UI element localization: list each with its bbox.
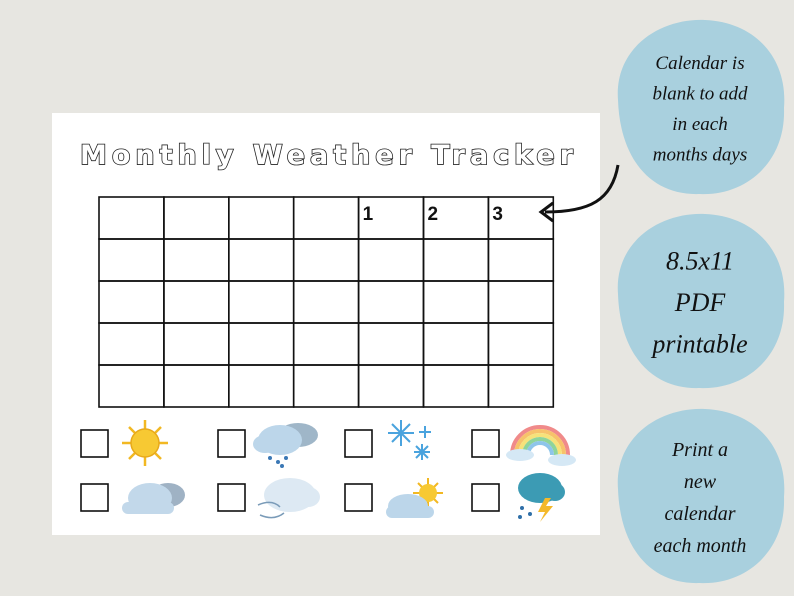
badge: 8.5x11 PDF printable [617,213,785,389]
badge: Print a new calendar each month [617,408,785,584]
partly-sunny-icon [386,478,443,518]
badge-text: calendar [664,503,735,525]
badge-text: blank to add [653,83,748,104]
checkbox [80,483,109,512]
checkbox [217,483,246,512]
badge-blob [617,19,785,195]
badges: Calendar is blank to add in each months day… [617,19,785,584]
rainbow-icon [506,425,576,466]
badge-text: in each [672,114,727,135]
calendar-cell [487,364,555,408]
badge-text: Print a [671,439,728,461]
day-number: 3 [492,204,503,225]
badge-blob [617,213,785,389]
tracker-title: Monthly Weather Tracker [80,140,574,171]
cloud-icon [122,483,185,514]
sun-icon [122,420,168,466]
storm-icon [518,473,565,522]
badge-text: printable [650,330,747,359]
badge-text: new [684,471,717,493]
checkbox [344,429,373,458]
badge-text: months days [653,144,747,165]
day-number: 1 [363,204,374,225]
snow-icon [388,420,431,460]
weather-legend [80,420,576,522]
badge-blob [617,408,785,584]
badge-text: each month [654,535,747,557]
tracker-sheet [52,113,600,535]
badge-text: Calendar is [655,53,744,74]
badge: Calendar is blank to add in each months day… [617,19,785,195]
arrow [544,164,620,214]
wind-icon [257,478,320,519]
rain-icon [253,423,318,468]
badge-text: PDF [674,288,727,317]
checkbox [471,483,500,512]
checkbox [344,483,373,512]
checkbox [217,429,246,458]
arrow-head [538,201,554,223]
checkbox [471,429,500,458]
checkbox [80,429,109,458]
badge-text: 8.5x11 [666,247,734,276]
calendar-grid: 1 2 3 [98,196,555,408]
day-number: 2 [428,204,439,225]
